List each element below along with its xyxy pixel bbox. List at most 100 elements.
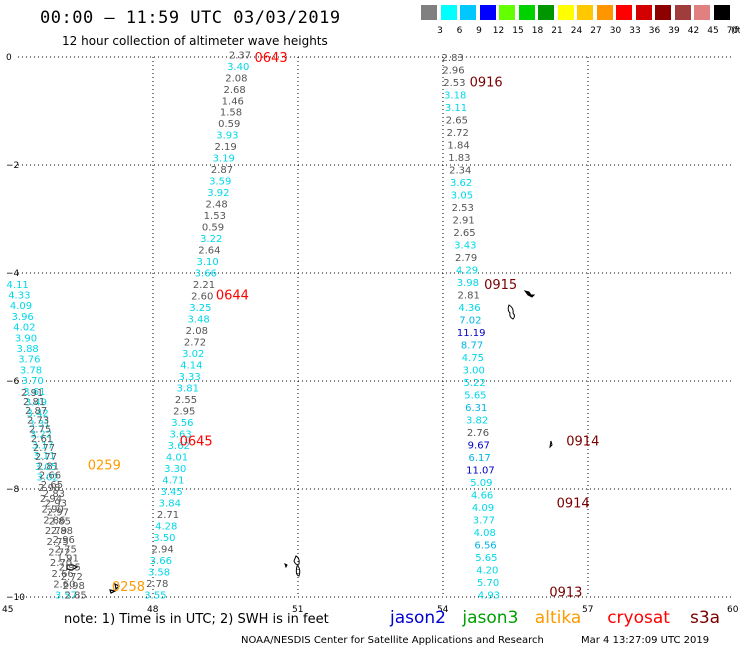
wave-height-value: 3.33 [178, 372, 200, 383]
scale-swatch [713, 5, 730, 20]
wave-height-value: 2.81 [23, 397, 45, 408]
map-grid [18, 56, 733, 598]
wave-height-value: 3.11 [445, 103, 467, 114]
wave-height-value: 4.36 [458, 303, 480, 314]
wave-height-value: 2.94 [40, 494, 62, 505]
wave-height-value: 3.88 [17, 344, 39, 355]
wave-height-value: 2.93 [45, 498, 67, 509]
wave-height-value: 3.98 [457, 278, 479, 289]
pass-time-label: 0259 [88, 459, 121, 474]
wave-height-value: 4.20 [476, 565, 498, 576]
lat-tick-label: −2 [6, 161, 19, 171]
wave-height-value: 3.42 [27, 408, 49, 419]
wave-height-value: 2.96 [442, 65, 464, 76]
wave-height-value: 3.66 [150, 556, 172, 567]
scale-label: 18 [531, 26, 544, 36]
wave-height-value: 3.78 [20, 365, 42, 376]
wave-height-value: 3.76 [18, 355, 40, 366]
wave-height-value: 3.50 [153, 533, 175, 544]
wave-height-value: 1.58 [220, 108, 242, 119]
wave-height-value: 2.97 [47, 507, 69, 518]
coastline [66, 290, 553, 594]
wave-height-value: 2.64 [198, 246, 220, 257]
wave-height-value: 1.91 [57, 553, 79, 564]
scale-swatch [596, 5, 613, 20]
scale-label: 45 [707, 26, 719, 36]
wave-height-value: 4.75 [462, 353, 484, 364]
wave-height-value: 4.14 [180, 361, 202, 372]
wave-height-value: 3.43 [454, 240, 476, 251]
wave-height-value: 2.65 [453, 228, 475, 239]
wave-height-value: 3.62 [168, 441, 190, 452]
wave-height-value: 2.21 [193, 280, 215, 291]
pass-time-label: 0914 [557, 497, 590, 512]
wave-height-value: 2.90 [42, 505, 64, 516]
wave-height-value: 2.95 [173, 406, 195, 417]
pass-time-label: 0644 [216, 289, 249, 304]
wave-height-value: 3.19 [213, 154, 235, 165]
wave-height-value: 3.49 [25, 398, 47, 409]
wave-height-value: 3.96 [12, 312, 34, 323]
wave-height-value: 3.40 [227, 62, 249, 73]
scale-swatch [440, 5, 457, 20]
wave-height-value: 2.65 [446, 115, 468, 126]
legend-item-altika: altika [534, 608, 582, 628]
scale-label: 12 [492, 26, 505, 36]
wave-height-value: 2.96 [53, 535, 75, 546]
wave-height-value: 3.77 [473, 515, 495, 526]
wave-height-value: 3.18 [444, 90, 466, 101]
wave-height-value: 4.11 [7, 280, 29, 291]
lon-tick-label: 57 [582, 605, 593, 615]
scale-label: 9 [476, 26, 482, 36]
legend-item-s3a: s3a [690, 608, 721, 628]
wave-height-value: 5.22 [463, 378, 485, 389]
wave-height-value: 3.05 [451, 190, 473, 201]
scale-swatch [460, 5, 476, 20]
wave-height-value: 2.79 [455, 253, 477, 264]
wave-height-value: 3.81 [177, 383, 199, 394]
wave-height-value: 2.53 [443, 78, 465, 89]
scale-label: 70 [726, 26, 739, 36]
legend-item-jason2: jason2 [390, 608, 446, 628]
scale-label: 21 [551, 26, 563, 36]
wave-height-value: 2.77 [33, 443, 55, 454]
scale-label: 24 [570, 26, 583, 36]
scale-label: 27 [590, 26, 602, 36]
lon-tick-label: 45 [2, 605, 13, 615]
wave-height-value: 2.68 [223, 85, 245, 96]
wave-height-value: 2.72 [447, 128, 469, 139]
wave-height-value: 2.94 [151, 544, 173, 555]
wave-height-value: 4.66 [471, 490, 493, 501]
wave-height-value: 1.84 [447, 140, 469, 151]
scale-label: 3 [437, 26, 443, 36]
scale-label: 39 [668, 26, 680, 36]
wave-height-value: 0.59 [202, 223, 224, 234]
wave-height-value: 5.70 [477, 578, 499, 589]
wave-height-value: 2.91 [21, 388, 43, 399]
wave-height-value: 3.22 [200, 234, 222, 245]
scale-swatch [694, 5, 710, 20]
wave-height-value: 3.90 [15, 333, 37, 344]
wave-height-value: 2.72 [61, 572, 83, 583]
pass-time-label: 0914 [566, 434, 599, 449]
wave-height-value: 2.81 [458, 290, 480, 301]
pass-time-label: 0643 [255, 51, 288, 66]
wave-height-value: 2.87 [25, 406, 47, 417]
wave-height-value: 2.77 [35, 452, 57, 463]
island-outline [293, 555, 301, 577]
wave-height-value: 2.98 [63, 581, 85, 592]
wave-height-value: 3.61 [23, 387, 45, 398]
lat-tick-label: 0 [6, 53, 12, 63]
wave-height-value: 3.10 [196, 257, 218, 268]
scale-label: 42 [687, 26, 700, 36]
legend-item-jason3: jason3 [462, 608, 519, 628]
wave-height-value: 5.65 [464, 390, 486, 401]
scale-label: 33 [629, 26, 641, 36]
wave-height-value: 3.82 [466, 415, 488, 426]
wave-height-value: 3.02 [37, 473, 59, 484]
wave-height-value: 3.93 [216, 131, 238, 142]
scale-swatch [674, 5, 691, 20]
wave-height-value: 2.19 [214, 142, 236, 153]
scale-unit: (ft) [731, 26, 740, 36]
